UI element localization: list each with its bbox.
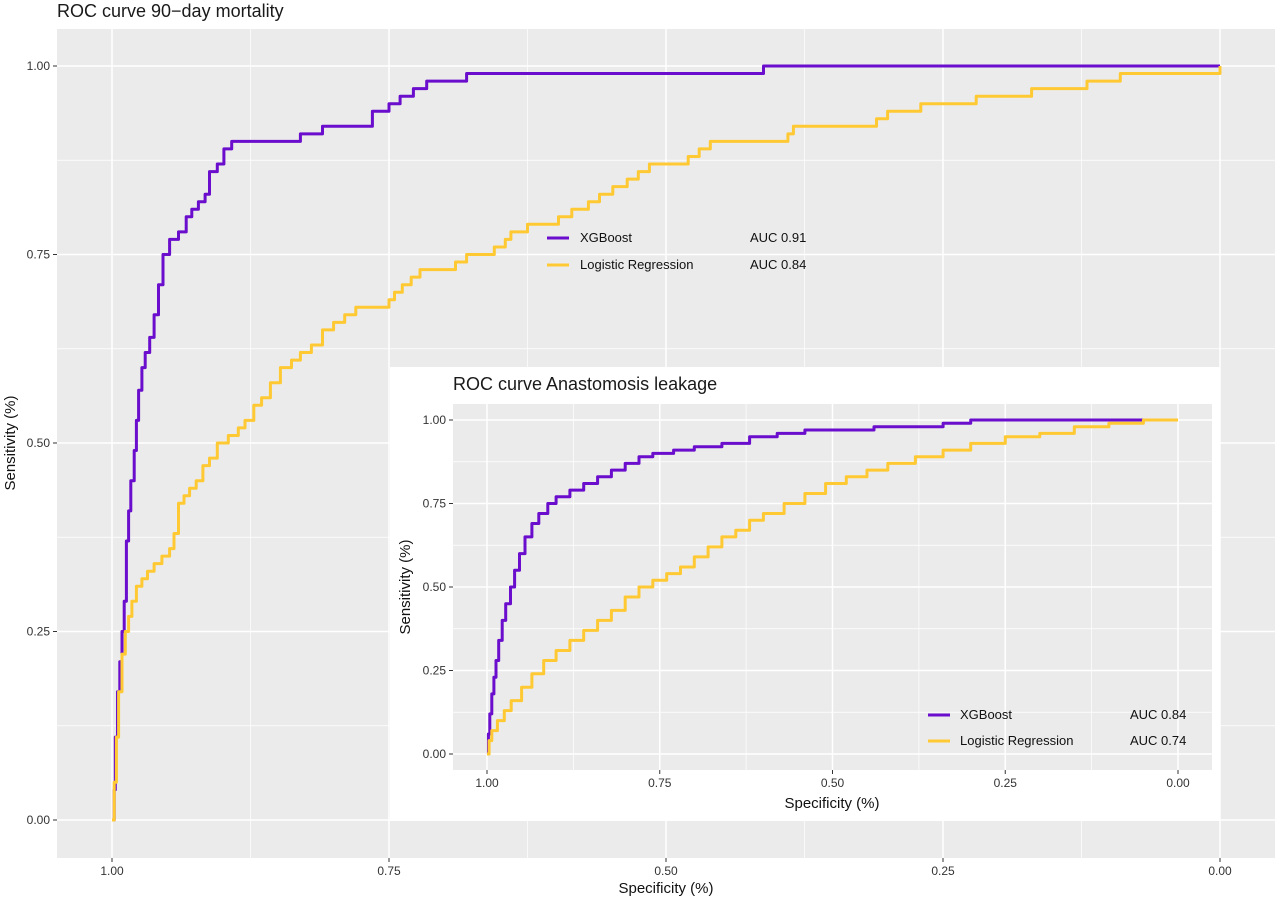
inset-y-tick-label: 0.00 xyxy=(423,747,447,761)
main-x-tick-label: 0.75 xyxy=(377,864,401,878)
inset-x-tick-label: 0.00 xyxy=(1166,776,1190,790)
inset-x-axis-label: Specificity (%) xyxy=(784,795,879,812)
inset-legend-label-xgboost: XGBoost xyxy=(960,707,1012,722)
main-y-axis-label: Sensitivity (%) xyxy=(2,395,19,490)
main-y-tick-label: 0.25 xyxy=(27,625,51,639)
main-legend-auc-xgboost: AUC 0.91 xyxy=(750,230,806,245)
main-chart-title: ROC curve 90−day mortality xyxy=(57,1,284,21)
inset-y-tick-label: 0.25 xyxy=(423,664,447,678)
inset-x-tick-label: 0.50 xyxy=(821,776,845,790)
main-x-tick-label: 1.00 xyxy=(100,864,124,878)
inset-series-line-logistic-regression xyxy=(487,418,1178,756)
inset-y-tick-label: 0.75 xyxy=(423,497,447,511)
inset-series-lines xyxy=(486,418,1178,756)
inset-axis-ticks: 1.00 0.75 0.50 0.25 0.00 0.00 0.25 0.50 0.75 1.00 xyxy=(423,413,1190,790)
inset-legend-auc-xgboost: AUC 0.84 xyxy=(1130,707,1186,722)
inset-legend-label-logistic: Logistic Regression xyxy=(960,733,1073,748)
main-x-tick-label: 0.25 xyxy=(931,864,955,878)
main-series-lines xyxy=(112,64,1222,822)
inset-x-tick-label: 0.75 xyxy=(648,776,672,790)
main-x-axis-label: Specificity (%) xyxy=(618,880,713,897)
inset-y-tick-label: 1.00 xyxy=(423,413,447,427)
main-x-tick-label: 0.00 xyxy=(1208,864,1232,878)
inset-y-tick-label: 0.50 xyxy=(423,580,447,594)
main-x-tick-label: 0.50 xyxy=(654,864,678,878)
inset-series-line-xgboost xyxy=(486,418,1144,756)
main-series-line-xgboost xyxy=(112,64,1220,822)
main-series-line-logistic-regression xyxy=(112,66,1222,822)
inset-y-axis-label: Sensitivity (%) xyxy=(397,539,414,634)
main-legend-auc-logistic: AUC 0.84 xyxy=(750,257,806,272)
inset-legend-auc-logistic: AUC 0.74 xyxy=(1130,733,1186,748)
inset-x-tick-label: 0.25 xyxy=(994,776,1018,790)
inset-chart-title: ROC curve Anastomosis leakage xyxy=(453,374,717,394)
main-y-tick-label: 0.75 xyxy=(27,248,51,262)
inset-x-tick-label: 1.00 xyxy=(475,776,499,790)
inset-legend: XGBoost AUC 0.84 Logistic Regression AUC… xyxy=(928,707,1186,748)
main-y-tick-label: 0.00 xyxy=(27,813,51,827)
main-axis-ticks: 1.00 0.75 0.50 0.25 0.00 0.00 0.25 0.50 0.75 1.00 xyxy=(27,59,1232,878)
main-legend: XGBoost AUC 0.91 Logistic Regression AUC… xyxy=(547,230,806,272)
main-legend-label-xgboost: XGBoost xyxy=(580,230,632,245)
inset-chart: ROC curve Anastomosis leakage 1.00 0.75 0.… xyxy=(390,367,1220,821)
main-y-tick-label: 1.00 xyxy=(27,59,51,73)
main-y-tick-label: 0.50 xyxy=(27,436,51,450)
main-legend-label-logistic: Logistic Regression xyxy=(580,257,693,272)
